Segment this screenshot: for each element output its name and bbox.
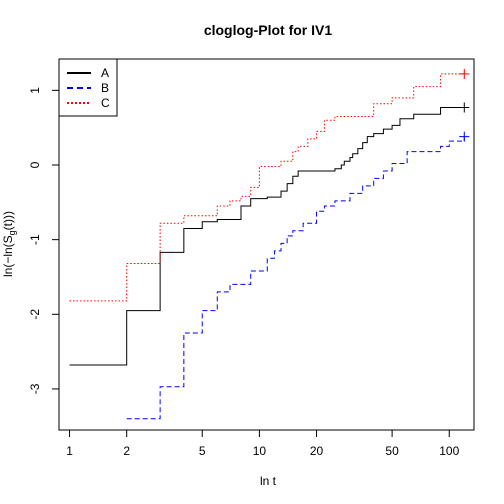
y-axis-label: ln(−ln(Sg(t))) bbox=[1, 211, 17, 277]
y-axis-label-main: ln(−ln(S bbox=[1, 235, 15, 277]
x-tick-label: 20 bbox=[310, 444, 324, 458]
y-axis-label-subscript: g bbox=[7, 230, 17, 235]
censor-mark-C bbox=[459, 68, 470, 79]
x-tick-label: 5 bbox=[199, 444, 206, 458]
legend-label-B: B bbox=[101, 81, 109, 95]
censor-mark-A bbox=[459, 102, 470, 113]
series-layer bbox=[69, 68, 470, 420]
y-axis-label-tail: (t))) bbox=[1, 211, 15, 230]
y-tick-label: 1 bbox=[28, 87, 42, 94]
series-line-C bbox=[69, 73, 465, 302]
legend-label-A: A bbox=[101, 66, 109, 80]
y-tick-label: 0 bbox=[28, 161, 42, 168]
plot-area bbox=[58, 58, 475, 431]
y-tick-label: -1 bbox=[28, 234, 42, 245]
x-tick-label: 1 bbox=[66, 444, 73, 458]
series-line-A bbox=[69, 107, 465, 366]
plot-frame bbox=[58, 58, 475, 431]
x-tick-label: 50 bbox=[385, 444, 399, 458]
legend: ABC bbox=[58, 58, 118, 117]
x-tick-label: 100 bbox=[439, 444, 459, 458]
x-tick-label: 10 bbox=[253, 444, 267, 458]
censor-mark-B bbox=[459, 131, 470, 142]
x-tick-label: 2 bbox=[123, 444, 130, 458]
y-axis: -3 -2 -1 0 1 bbox=[28, 87, 60, 394]
y-tick-label: -3 bbox=[28, 383, 42, 394]
x-axis: 1 2 5 10 20 50 100 bbox=[66, 429, 460, 458]
legend-label-C: C bbox=[101, 96, 110, 110]
y-tick-label: -2 bbox=[28, 309, 42, 320]
chart-title: cloglog-Plot for IV1 bbox=[204, 22, 333, 38]
series-line-B bbox=[126, 136, 465, 420]
x-axis-label: ln t bbox=[260, 474, 277, 488]
